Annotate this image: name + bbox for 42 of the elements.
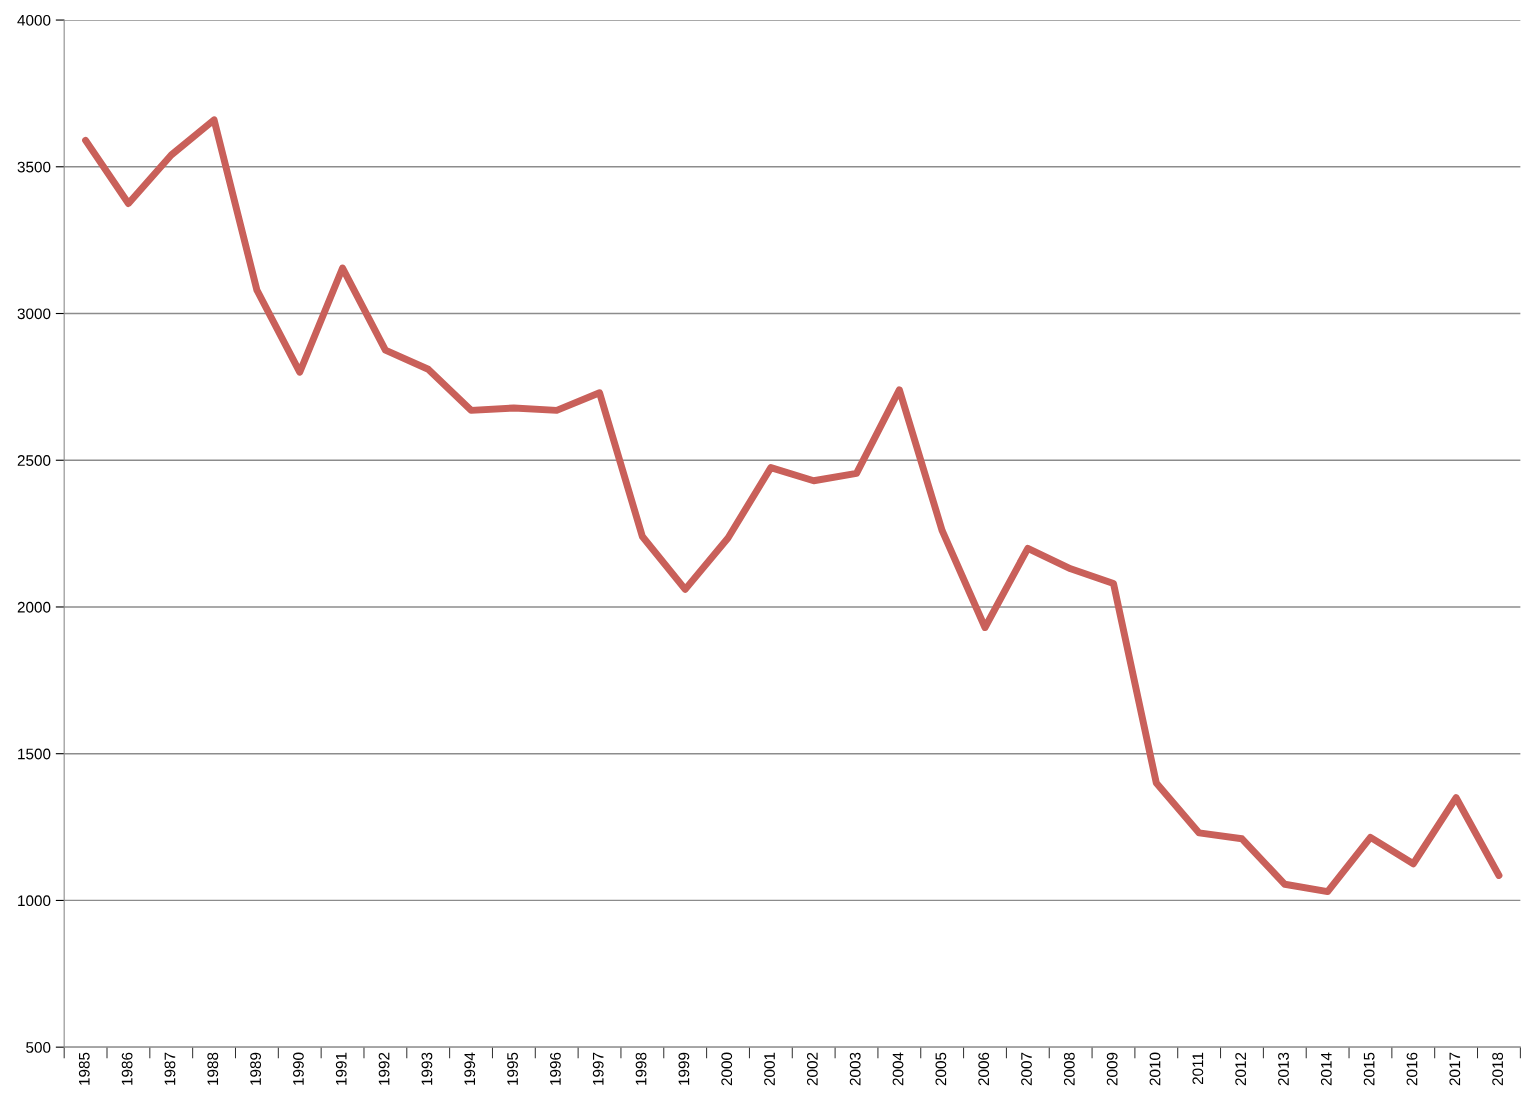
y-tick-label: 2500: [17, 455, 51, 466]
x-tick-label: 1999: [678, 1052, 690, 1085]
x-tick-label: 1992: [378, 1052, 390, 1085]
x-tick-label: 1997: [592, 1052, 604, 1085]
x-tick-label: 1991: [335, 1052, 347, 1085]
x-tick-label: 1989: [250, 1052, 262, 1085]
x-tick-label: 1996: [549, 1052, 561, 1085]
x-tick-label: 1993: [421, 1052, 433, 1085]
x-tick-label: 1995: [507, 1052, 518, 1085]
x-tick-label: 2000: [721, 1052, 733, 1086]
x-tick-label: 2011: [1192, 1052, 1204, 1085]
y-tick-label: 1000: [18, 895, 51, 907]
x-tick-label: 2002: [806, 1052, 818, 1086]
x-tick-label: 1988: [207, 1052, 219, 1085]
x-tick-label: 1990: [293, 1052, 304, 1085]
x-tick-label: 2016: [1406, 1052, 1418, 1086]
x-tick-label: 2006: [978, 1052, 990, 1086]
x-tick-label: 2005: [935, 1052, 947, 1086]
x-tick-label: 1985: [78, 1052, 90, 1085]
x-tick-label: 2018: [1492, 1052, 1504, 1086]
x-tick-label: 2017: [1449, 1052, 1461, 1086]
y-tick-label: 500: [26, 1042, 51, 1053]
x-tick-label: 2010: [1149, 1052, 1161, 1086]
x-tick-label: 2008: [1063, 1052, 1075, 1086]
x-tick-label: 2013: [1278, 1052, 1289, 1086]
y-tick-label: 2000: [17, 601, 51, 613]
y-tick-label: 3000: [17, 308, 51, 320]
y-tick-label: 1500: [18, 748, 51, 760]
x-tick-label: 2014: [1320, 1052, 1332, 1086]
y-tick-label: 3500: [17, 161, 51, 173]
x-tick-label: 1986: [121, 1052, 133, 1085]
x-tick-label: 2004: [892, 1052, 904, 1086]
x-tick-label: 2012: [1235, 1052, 1247, 1086]
x-tick-label: 2003: [849, 1052, 861, 1086]
x-tick-label: 1987: [164, 1052, 176, 1085]
x-tick-label: 2009: [1106, 1052, 1118, 1086]
x-tick-label: 1998: [635, 1052, 647, 1085]
x-tick-label: 2015: [1363, 1052, 1375, 1086]
y-tick-label: 4000: [17, 14, 51, 26]
x-tick-label: 2007: [1021, 1052, 1032, 1086]
x-tick-label: 2001: [764, 1052, 775, 1086]
x-tick-label: 1994: [464, 1052, 476, 1085]
